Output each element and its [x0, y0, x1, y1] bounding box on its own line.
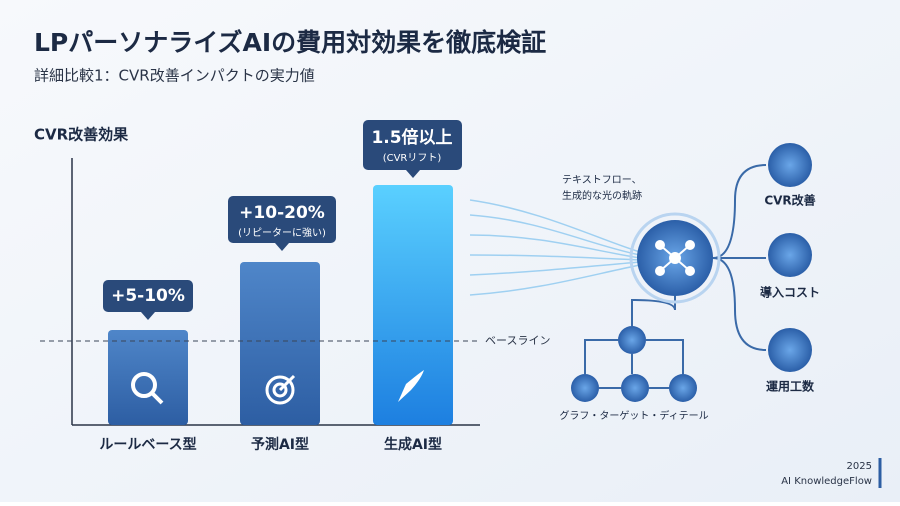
icon-rocket — [398, 370, 424, 402]
bar — [373, 185, 453, 425]
output-label: 導入コスト — [760, 285, 820, 300]
connectors — [584, 164, 767, 389]
callout — [363, 120, 462, 178]
footer-brand: AI KnowledgeFlow — [781, 476, 872, 487]
icon-search — [131, 372, 164, 405]
title: LPパーソナライズAIの費用対効果を徹底検証 — [34, 28, 546, 57]
category-label: ルールベース型 — [99, 436, 196, 453]
callout-note: (CVRリフト) — [383, 153, 442, 164]
icon-target — [265, 374, 296, 405]
sub-icon — [618, 326, 646, 354]
output-icon — [768, 233, 812, 277]
callout-note: (リピーターに強い) — [238, 226, 326, 239]
footer-year: 2025 — [847, 461, 872, 472]
output-icon — [768, 328, 812, 372]
callout-text: 1.5倍以上 — [371, 127, 452, 148]
hub-ring — [629, 212, 721, 304]
subtitle: 詳細比較1：CVR改善インパクトの実力値 — [34, 67, 315, 85]
bar — [108, 330, 188, 425]
category-label: 予測AI型 — [251, 436, 309, 453]
sub-icon — [669, 374, 697, 402]
hub-icon — [655, 240, 695, 276]
output-label: CVR改善 — [764, 193, 815, 208]
callout — [228, 196, 336, 251]
flow-caption: 生成的な光の軌跡 — [562, 189, 642, 202]
callout-text: +10-20% — [239, 203, 325, 223]
callout-text: +5-10% — [111, 286, 185, 306]
category-label: 生成AI型 — [384, 436, 442, 453]
axis-label: CVR改善効果 — [34, 126, 129, 144]
light-streams — [469, 199, 641, 296]
baseline-label: ベースライン — [485, 334, 550, 347]
sub-icon — [621, 374, 649, 402]
sub-caption: グラフ・ターゲット・ディテール — [559, 409, 708, 422]
callout — [103, 280, 193, 320]
flow-caption: テキストフロー、 — [562, 175, 642, 186]
output-label: 運用工数 — [766, 379, 815, 394]
output-icon — [768, 143, 812, 187]
bar — [240, 262, 320, 425]
sub-icon — [571, 374, 599, 402]
